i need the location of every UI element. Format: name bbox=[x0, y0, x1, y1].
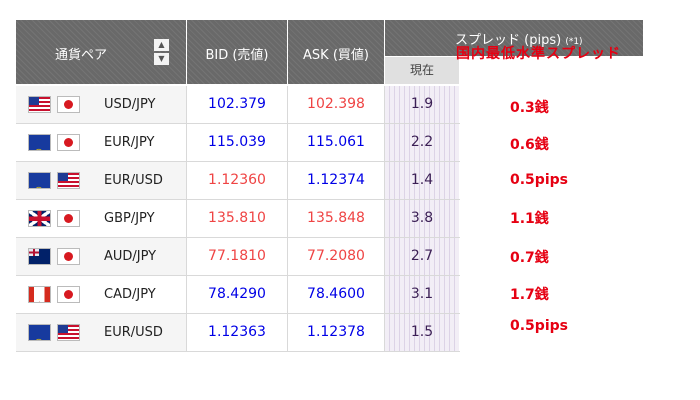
us-flag-icon bbox=[28, 96, 51, 113]
pair-cell: EUR/USD bbox=[16, 314, 187, 351]
pair-cell: EUR/USD bbox=[16, 162, 187, 199]
gb-flag-icon bbox=[28, 210, 51, 227]
spread-note: 0.5pips bbox=[510, 172, 568, 188]
bid-price: 77.1810 bbox=[187, 238, 288, 275]
us-flag-icon bbox=[57, 324, 80, 341]
spread-value: 2.7 bbox=[385, 238, 459, 275]
sort-up-icon[interactable]: ▲ bbox=[154, 39, 169, 51]
header-ask-label: ASK (買値) bbox=[303, 48, 369, 63]
table-row[interactable]: CAD/JPY 78.4290 78.4600 3.1 bbox=[16, 276, 460, 314]
spread-value: 3.1 bbox=[385, 276, 459, 313]
table-row[interactable]: AUD/JPY 77.1810 77.2080 2.7 bbox=[16, 238, 460, 276]
spread-note: 0.6銭 bbox=[510, 137, 549, 153]
jp-flag-icon bbox=[57, 286, 80, 303]
pair-symbol: AUD/JPY bbox=[104, 249, 157, 264]
jp-flag-icon bbox=[57, 96, 80, 113]
lowest-spread-note: 国内最低水準スプレッド bbox=[456, 46, 621, 62]
eu-flag-icon bbox=[28, 134, 51, 151]
header-spread-footnote: (*1) bbox=[565, 37, 583, 47]
spread-value: 1.9 bbox=[385, 86, 459, 123]
pair-cell: CAD/JPY bbox=[16, 276, 187, 313]
header-bid: BID (売値) bbox=[187, 20, 287, 84]
header-bid-label: BID (売値) bbox=[205, 48, 269, 63]
pair-cell: AUD/JPY bbox=[16, 238, 187, 275]
table-row[interactable]: GBP/JPY 135.810 135.848 3.8 bbox=[16, 200, 460, 238]
spread-note: 1.1銭 bbox=[510, 211, 549, 227]
header-pair-label: 通貨ペア bbox=[54, 48, 107, 63]
pair-symbol: CAD/JPY bbox=[104, 287, 156, 302]
table-row[interactable]: EUR/JPY 115.039 115.061 2.2 bbox=[16, 124, 460, 162]
header-currency-pair: 通貨ペア ▲ ▼ bbox=[16, 20, 186, 84]
spread-value: 2.2 bbox=[385, 124, 459, 161]
bid-price: 115.039 bbox=[187, 124, 288, 161]
header-spread-label: スプレッド (pips) bbox=[455, 33, 562, 48]
ca-flag-icon bbox=[28, 286, 51, 303]
pair-symbol: EUR/JPY bbox=[104, 135, 155, 150]
bid-price: 1.12363 bbox=[187, 314, 288, 351]
ask-price: 78.4600 bbox=[288, 276, 385, 313]
table-row[interactable]: USD/JPY 102.379 102.398 1.9 bbox=[16, 86, 460, 124]
table-row[interactable]: EUR/USD 1.12360 1.12374 1.4 bbox=[16, 162, 460, 200]
eu-flag-icon bbox=[28, 172, 51, 189]
ask-price: 115.061 bbox=[288, 124, 385, 161]
eu-flag-icon bbox=[28, 324, 51, 341]
spread-note: 0.7銭 bbox=[510, 250, 549, 266]
pair-cell: USD/JPY bbox=[16, 86, 187, 123]
header-current: 現在 bbox=[385, 57, 459, 84]
header-spread: スプレッド (pips) (*1) bbox=[385, 20, 643, 56]
header-spread-title: スプレッド (pips) (*1) bbox=[455, 29, 583, 48]
spread-note: 0.3銭 bbox=[510, 100, 549, 116]
ask-price: 135.848 bbox=[288, 200, 385, 237]
pair-symbol: GBP/JPY bbox=[104, 211, 155, 226]
pair-symbol: USD/JPY bbox=[104, 97, 156, 112]
pair-cell: EUR/JPY bbox=[16, 124, 187, 161]
pair-symbol: EUR/USD bbox=[104, 173, 163, 188]
sort-controls: ▲ ▼ bbox=[154, 39, 169, 67]
ask-price: 1.12374 bbox=[288, 162, 385, 199]
table-row[interactable]: EUR/USD 1.12363 1.12378 1.5 bbox=[16, 314, 460, 352]
bid-price: 78.4290 bbox=[187, 276, 288, 313]
ask-price: 77.2080 bbox=[288, 238, 385, 275]
jp-flag-icon bbox=[57, 210, 80, 227]
pair-symbol: EUR/USD bbox=[104, 325, 163, 340]
header-ask: ASK (買値) bbox=[288, 20, 384, 84]
spread-value: 3.8 bbox=[385, 200, 459, 237]
us-flag-icon bbox=[57, 172, 80, 189]
sort-down-icon[interactable]: ▼ bbox=[154, 53, 169, 65]
bid-price: 1.12360 bbox=[187, 162, 288, 199]
pair-cell: GBP/JPY bbox=[16, 200, 187, 237]
au-flag-icon bbox=[28, 248, 51, 265]
ask-price: 1.12378 bbox=[288, 314, 385, 351]
bid-price: 135.810 bbox=[187, 200, 288, 237]
jp-flag-icon bbox=[57, 134, 80, 151]
jp-flag-icon bbox=[57, 248, 80, 265]
spread-value: 1.4 bbox=[385, 162, 459, 199]
spread-note: 0.5pips bbox=[510, 318, 568, 334]
ask-price: 102.398 bbox=[288, 86, 385, 123]
bid-price: 102.379 bbox=[187, 86, 288, 123]
spread-value: 1.5 bbox=[385, 314, 459, 351]
spread-note: 1.7銭 bbox=[510, 287, 549, 303]
